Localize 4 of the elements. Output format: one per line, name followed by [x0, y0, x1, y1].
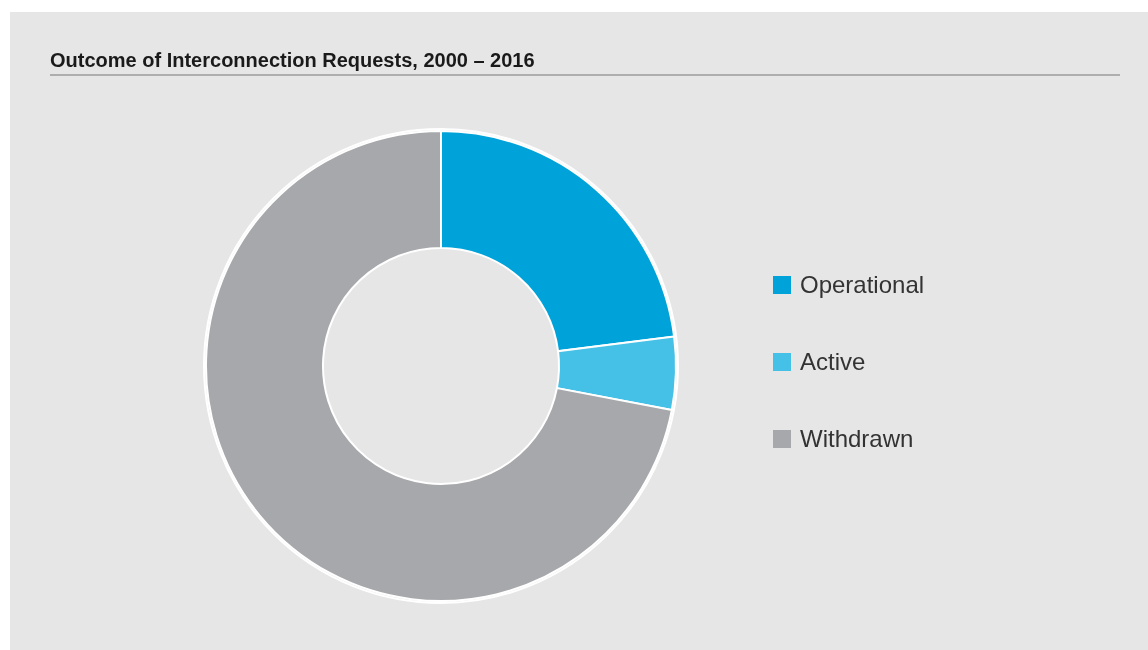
- legend-label: Operational: [800, 271, 925, 298]
- chart-title: Outcome of Interconnection Requests, 2000 – 2016: [50, 49, 535, 71]
- legend-label: Withdrawn: [800, 425, 914, 452]
- legend-label: Active: [800, 348, 866, 375]
